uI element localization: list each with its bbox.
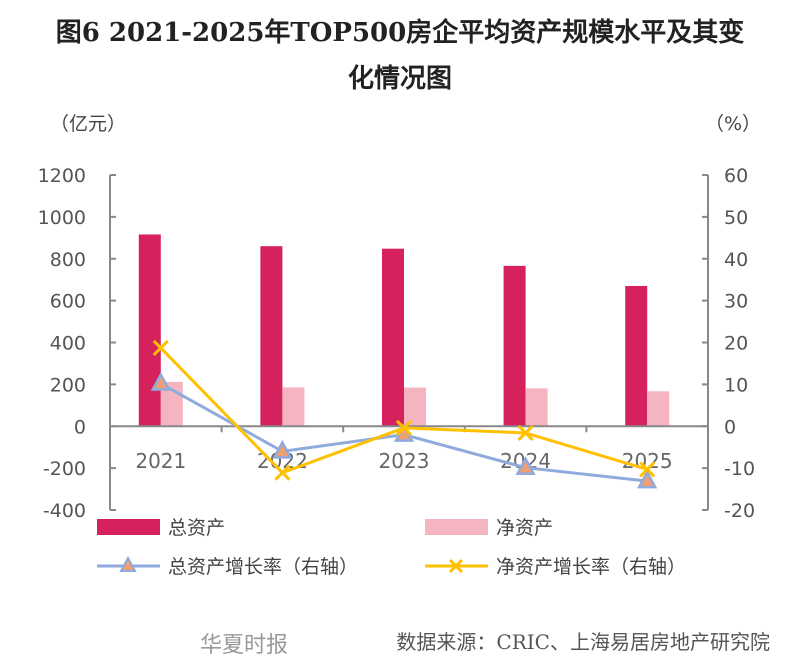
source-note: 数据来源：CRIC、上海易居房地产研究院 <box>396 630 770 654</box>
left-tick-label: -400 <box>43 500 86 522</box>
left-tick-label: 400 <box>50 333 86 355</box>
bar-total-assets-2024 <box>503 265 526 427</box>
right-tick-label: -20 <box>724 500 755 522</box>
right-tick-label: -10 <box>724 458 755 480</box>
left-tick-label: 200 <box>50 374 86 396</box>
marker-x-2024 <box>517 424 534 442</box>
category-label: 2021 <box>135 449 186 473</box>
marker-x-2021 <box>152 339 169 357</box>
legend-x-icon <box>448 558 464 574</box>
right-tick-label: 0 <box>724 416 736 438</box>
bar-net-assets-2022 <box>282 387 305 427</box>
legend-label: 净资产增长率（右轴） <box>496 556 686 578</box>
chart-title-line-1: 图6 2021-2025年TOP500房企平均资产规模水平及其变 <box>55 18 745 48</box>
left-tick-label: 1200 <box>38 165 86 187</box>
bar-net-assets-2025 <box>647 391 670 427</box>
legend-swatch <box>425 519 488 535</box>
marker-triangle-2021 <box>150 371 171 391</box>
watermark: 华夏时报 <box>200 633 289 658</box>
marker-triangle-2022 <box>272 439 293 459</box>
left-tick-label: 0 <box>74 416 86 438</box>
right-tick-label: 20 <box>724 333 748 355</box>
right-tick-label: 10 <box>724 374 748 396</box>
left-axis-unit: （亿元） <box>50 113 126 135</box>
left-tick-label: 1000 <box>38 207 86 229</box>
marker-x-2023 <box>395 419 413 436</box>
category-label: 2023 <box>379 449 430 473</box>
right-tick-label: 30 <box>724 291 748 313</box>
legend-triangle-icon <box>119 555 137 572</box>
right-axis-unit: （%） <box>705 113 761 135</box>
legend-label: 总资产 <box>168 517 225 539</box>
bar-total-assets-2025 <box>625 285 648 427</box>
bar-net-assets-2024 <box>525 388 548 427</box>
left-tick-label: -200 <box>43 458 86 480</box>
marker-x-2025 <box>639 461 656 478</box>
left-tick-label: 600 <box>50 291 86 313</box>
right-tick-label: 40 <box>724 249 748 271</box>
bar-total-assets-2021 <box>138 234 161 427</box>
chart: -400 -200 0 200 400 600 800 1000 1200 -20 -10 0 10 20… <box>38 113 761 578</box>
legend-label: 净资产 <box>496 517 553 539</box>
legend-label: 总资产增长率（右轴） <box>168 556 358 578</box>
chart-title-line-2: 化情况图 <box>347 64 452 94</box>
marker-triangle-2024 <box>515 456 536 475</box>
bar-total-assets-2022 <box>260 246 283 427</box>
left-tick-label: 800 <box>50 249 86 271</box>
right-tick-label: 50 <box>724 207 748 229</box>
legend-swatch <box>97 519 160 535</box>
right-tick-label: 60 <box>724 165 748 187</box>
marker-triangle-2025 <box>637 469 658 489</box>
marker-x-2022 <box>274 464 291 481</box>
bar-net-assets-2023 <box>404 387 426 427</box>
bar-total-assets-2023 <box>382 248 404 427</box>
